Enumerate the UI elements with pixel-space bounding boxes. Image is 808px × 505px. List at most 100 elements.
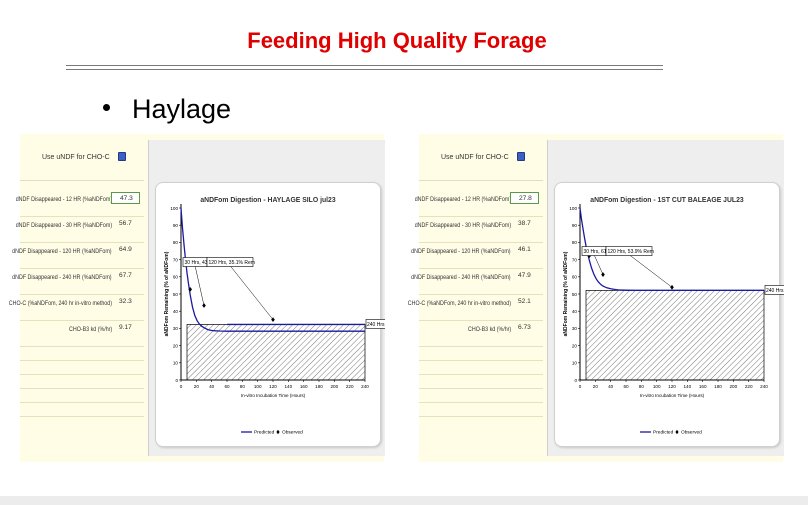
parameter-value[interactable]: 9.17 [119, 324, 132, 331]
parameter-value[interactable]: 47.9 [518, 272, 531, 279]
annotation-240hr-box [764, 285, 784, 295]
parameter-grid: Use uNDF for CHO-C dNDF Disappeared - 12… [9, 134, 144, 462]
chart-title: aNDFom Digestion - 1ST CUT BALEAGE JUL23 [590, 195, 744, 204]
annotation-120hr-text: 120 Hrs, 53.9% Rem [608, 249, 654, 255]
chart-container: aNDFom Digestion - HAYLAGE SILO jul23 [155, 182, 381, 447]
parameter-label: CHO-B3 kd (%/hr) [68, 326, 112, 333]
parameter-value[interactable]: 46.1 [518, 246, 531, 253]
annotation-30hr-leader [593, 254, 604, 275]
y-tick-label: 100 [569, 206, 577, 211]
annotation-120hr-leader [628, 254, 673, 288]
bullet-text: Haylage [132, 94, 232, 124]
x-tick-label: 60 [623, 384, 629, 389]
parameter-label: dNDF Disappeared - 30 HR (%aNDFom) [15, 222, 112, 229]
empty-row [419, 388, 543, 403]
x-axis-label: In-vitro Incubation Time (Hours) [640, 393, 705, 398]
chart-area: aNDFom Digestion - HAYLAGE SILO jul23 0 1… [148, 140, 385, 456]
use-undf-checkbox[interactable] [517, 152, 525, 161]
empty-row [419, 374, 543, 389]
parameter-value[interactable]: 56.7 [119, 220, 132, 227]
parameter-value[interactable]: 67.7 [119, 272, 132, 279]
parameter-value[interactable]: 47.3 [111, 192, 140, 204]
y-tick-label: 30 [572, 326, 578, 331]
parameter-label: CHO-B3 kd (%/hr) [467, 326, 511, 333]
x-tick-label: 100 [653, 384, 661, 389]
empty-row [20, 374, 144, 389]
x-tick-label: 160 [300, 384, 308, 389]
y-axis-label: aNDFom Remaining (% of aNDFom) [563, 251, 569, 336]
parameter-label: dNDF Disappeared - 12 HR (%aNDFom) [15, 196, 112, 203]
setting-label: Use uNDF for CHO-C [42, 154, 110, 161]
y-tick-label: 70 [173, 257, 179, 262]
parameter-value[interactable]: 38.7 [518, 220, 531, 227]
parameter-label: dNDF Disappeared - 30 HR (%aNDFom) [414, 222, 511, 229]
parameter-row: dNDF Disappeared - 30 HR (%aNDFom) 56.7 [16, 216, 144, 243]
x-tick-label: 140 [284, 384, 292, 389]
x-tick-label: 220 [745, 384, 753, 389]
bullet-item: Haylage [103, 94, 231, 125]
y-tick-label: 20 [572, 343, 578, 348]
y-tick-label: 40 [173, 309, 179, 314]
y-tick-label: 90 [173, 223, 179, 228]
chart-title: aNDFom Digestion - HAYLAGE SILO jul23 [200, 195, 336, 204]
use-undf-checkbox[interactable] [118, 152, 126, 161]
y-tick-label: 50 [572, 292, 578, 297]
parameter-value[interactable]: 27.8 [510, 192, 539, 204]
x-tick-label: 180 [315, 384, 323, 389]
parameter-label: dNDF Disappeared - 12 HR (%aNDFom) [414, 196, 511, 203]
empty-row [419, 360, 543, 375]
observed-marker [188, 286, 192, 292]
setting-row: Use uNDF for CHO-C [419, 134, 543, 181]
annotation-30hr-leader [194, 265, 205, 306]
legend-observed-label: Observed [282, 430, 303, 436]
y-tick-label: 30 [173, 326, 179, 331]
parameter-row: dNDF Disappeared - 12 HR (%aNDFom) 47.3 [16, 190, 144, 217]
undigestible-area [186, 324, 366, 381]
annotation-120hr-leader [229, 265, 274, 320]
haylage-panel: Use uNDF for CHO-C dNDF Disappeared - 12… [9, 134, 385, 462]
legend-predicted-label: Predicted [653, 430, 674, 436]
setting-label: Use uNDF for CHO-C [441, 154, 509, 161]
baleage-panel: Use uNDF for CHO-C dNDF Disappeared - 12… [408, 134, 784, 462]
digestion-chart: 0 10 20 30 40 50 60 70 80 90 100 0 20 40 60 80 100 120 140… [164, 204, 385, 436]
x-tick-label: 220 [346, 384, 354, 389]
y-tick-label: 20 [173, 343, 179, 348]
legend-observed-swatch [675, 429, 679, 435]
parameter-label: dNDF Disappeared - 240 HR (%aNDFom) [12, 274, 112, 281]
slide-title: Feeding High Quality Forage [247, 28, 547, 53]
predicted-line [180, 207, 365, 332]
empty-row [20, 388, 144, 403]
x-tick-label: 20 [194, 384, 200, 389]
parameter-value[interactable]: 32.3 [119, 298, 132, 305]
parameter-value[interactable]: 64.9 [119, 246, 132, 253]
x-axis-label: In-vitro Incubation Time (Hours) [241, 393, 306, 398]
y-tick-label: 100 [170, 206, 178, 211]
x-tick-label: 200 [330, 384, 338, 389]
annotation-30hr-text: 30 Hrs, 43 [185, 260, 208, 266]
y-tick-label: 80 [572, 240, 578, 245]
x-tick-label: 100 [254, 384, 262, 389]
x-tick-label: 80 [639, 384, 645, 389]
y-tick-label: 70 [572, 257, 578, 262]
x-tick-label: 40 [608, 384, 614, 389]
x-tick-label: 120 [668, 384, 676, 389]
parameter-row: CHO-C (%aNDFom, 240 hr in-vitro method) 3… [9, 294, 144, 321]
parameter-label: CHO-C (%aNDFom, 240 hr in-vitro method) [407, 300, 511, 307]
legend-observed-label: Observed [681, 430, 702, 436]
chart-area: aNDFom Digestion - 1ST CUT BALEAGE JUL23… [547, 140, 784, 456]
y-tick-label: 0 [574, 378, 577, 383]
parameter-label: CHO-C (%aNDFom, 240 hr in-vitro method) [8, 300, 112, 307]
y-tick-label: 90 [572, 223, 578, 228]
parameter-value[interactable]: 6.73 [518, 324, 531, 331]
y-tick-label: 10 [572, 361, 578, 366]
parameter-row: dNDF Disappeared - 30 HR (%aNDFom) 38.7 [415, 216, 543, 243]
bullet-dot-icon [103, 104, 110, 112]
parameter-row: dNDF Disappeared - 240 HR (%aNDFom) 67.7 [13, 268, 144, 295]
parameter-label: dNDF Disappeared - 120 HR (%aNDFom) [12, 248, 112, 255]
digestion-chart: 0 10 20 30 40 50 60 70 80 90 100 0 20 40 60 80 100 120 140… [563, 204, 784, 436]
legend-observed-swatch [276, 429, 280, 435]
empty-row [20, 346, 144, 361]
parameter-value[interactable]: 52.1 [518, 298, 531, 305]
empty-row [419, 346, 543, 361]
parameter-label: dNDF Disappeared - 240 HR (%aNDFom) [411, 274, 511, 281]
